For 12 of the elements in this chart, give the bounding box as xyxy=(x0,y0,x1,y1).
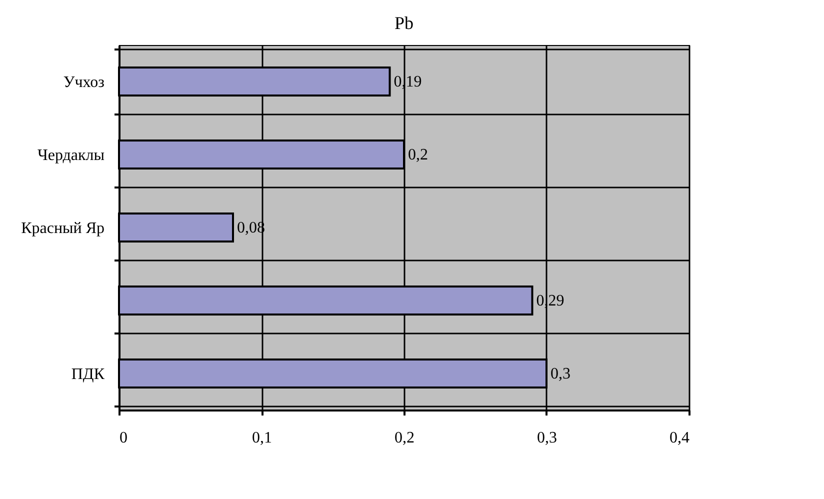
x-tick-label: 0,2 xyxy=(394,430,414,446)
chart-title: Pb xyxy=(394,13,414,33)
x-tick-label: 0,3 xyxy=(537,430,557,446)
y-tick-label: ПДК xyxy=(71,366,105,383)
data-label: 0,3 xyxy=(550,366,570,382)
data-label: 0,2 xyxy=(408,146,428,164)
x-tick-label: 0,4 xyxy=(670,430,690,446)
x-tick-label: 0,1 xyxy=(252,430,272,446)
y-tick-label: Красный Яр xyxy=(21,220,104,237)
y-tick-label: Учхоз xyxy=(63,74,104,91)
x-tick-label: 0 xyxy=(120,430,128,446)
y-tick-label: Чердаклы xyxy=(37,147,105,164)
